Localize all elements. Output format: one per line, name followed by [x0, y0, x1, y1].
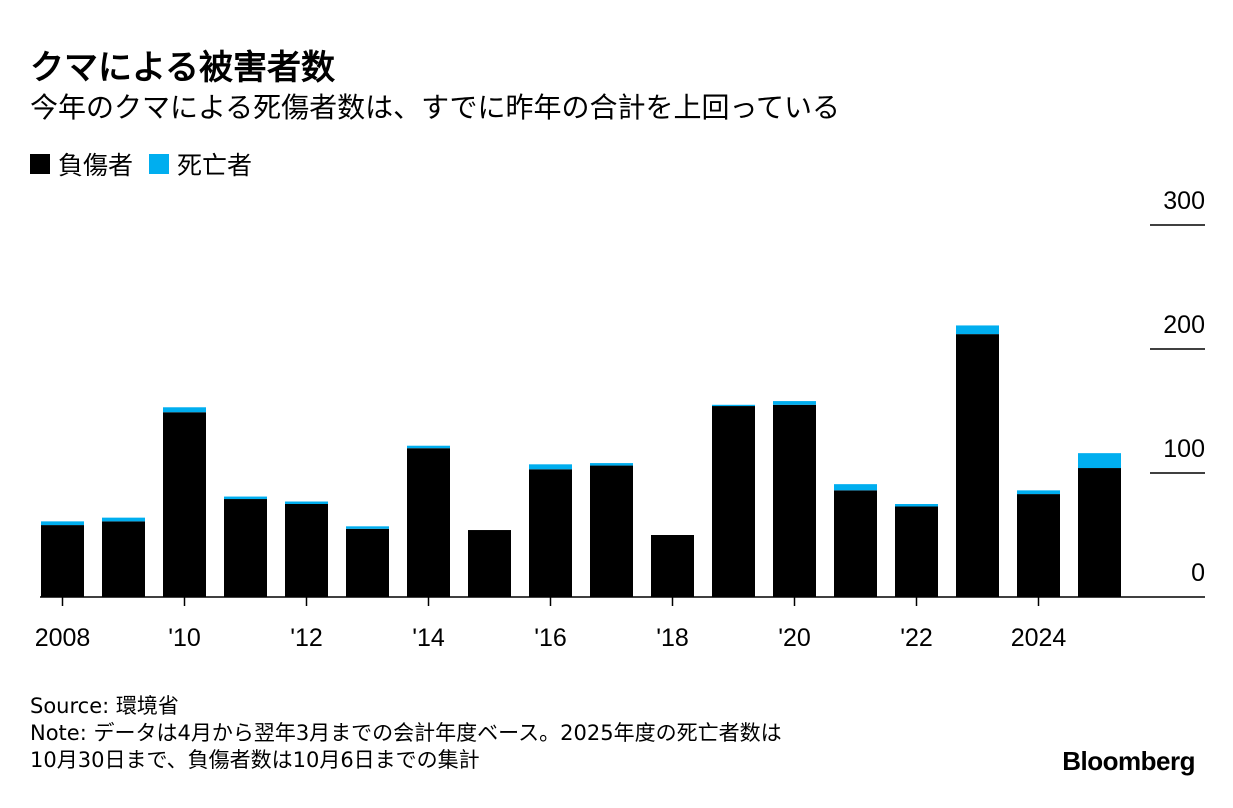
- bar-deaths: [895, 504, 938, 507]
- note-line-2: 10月30日まで、負傷者数は10月6日までの集計: [30, 748, 480, 772]
- bar-deaths: [590, 463, 633, 466]
- y-tick-label: 300: [1163, 187, 1205, 215]
- bar-deaths: [1017, 490, 1060, 495]
- bar-deaths: [956, 325, 999, 335]
- bar-injured: [1078, 468, 1121, 597]
- bar-deaths: [41, 521, 84, 526]
- bar-injured: [651, 535, 694, 597]
- bar-deaths: [834, 484, 877, 491]
- bar-injured: [102, 521, 145, 597]
- legend-swatch-deaths: [149, 154, 170, 174]
- bloomberg-logo: Bloomberg: [1062, 746, 1195, 776]
- bar-injured: [590, 465, 633, 597]
- bar-injured: [41, 525, 84, 597]
- x-tick-label: 2024: [1011, 624, 1067, 652]
- x-tick-label: '22: [900, 624, 933, 652]
- legend: 負傷者 死亡者: [30, 146, 252, 182]
- x-tick-label: '14: [412, 624, 445, 652]
- bar-deaths: [773, 401, 816, 405]
- legend-label-injured: 負傷者: [58, 151, 134, 180]
- legend-swatch-injured: [30, 154, 50, 174]
- x-tick-label: 2008: [35, 624, 91, 652]
- y-tick-label: 200: [1163, 311, 1205, 339]
- bar-deaths: [529, 464, 572, 470]
- footer: Source: 環境省 Note: データは4月から翌年3月までの会計年度ベース…: [30, 693, 782, 774]
- x-tick-label: '12: [290, 624, 323, 652]
- bar-deaths: [285, 501, 328, 504]
- x-tick-label: '16: [534, 624, 567, 652]
- bar-injured: [163, 412, 206, 597]
- bar-deaths: [407, 445, 450, 449]
- bar-injured: [468, 530, 511, 597]
- chart-title: クマによる被害者数: [30, 48, 335, 88]
- bar-injured: [956, 334, 999, 597]
- bar-injured: [224, 499, 267, 597]
- bar-deaths: [224, 496, 267, 500]
- legend-item-deaths: 死亡者: [149, 146, 252, 182]
- bar-injured: [346, 528, 389, 597]
- bar-injured: [834, 490, 877, 597]
- bar-injured: [407, 448, 450, 597]
- legend-item-injured: 負傷者: [30, 146, 133, 182]
- bar-injured: [773, 404, 816, 597]
- y-tick-label: 0: [1191, 559, 1205, 587]
- bar-deaths: [712, 404, 755, 407]
- x-tick-label: '18: [656, 624, 689, 652]
- legend-label-deaths: 死亡者: [177, 151, 253, 180]
- bar-injured: [285, 504, 328, 597]
- bar-deaths: [102, 517, 145, 522]
- chart-subtitle: 今年のクマによる死傷者数は、すでに昨年の合計を上回っている: [30, 91, 841, 124]
- bar-injured: [895, 506, 938, 597]
- y-tick-label: 100: [1163, 435, 1205, 463]
- bar-deaths: [163, 407, 206, 413]
- bar-injured: [529, 469, 572, 597]
- bar-injured: [1017, 494, 1060, 597]
- x-tick-label: '20: [778, 624, 811, 652]
- bar-deaths: [1078, 453, 1121, 469]
- source-text: Source: 環境省: [30, 694, 179, 718]
- bar-deaths: [346, 526, 389, 529]
- x-tick-label: '10: [168, 624, 201, 652]
- note-line-1: Note: データは4月から翌年3月までの会計年度ベース。2025年度の死亡者数…: [30, 721, 782, 745]
- bar-injured: [712, 406, 755, 597]
